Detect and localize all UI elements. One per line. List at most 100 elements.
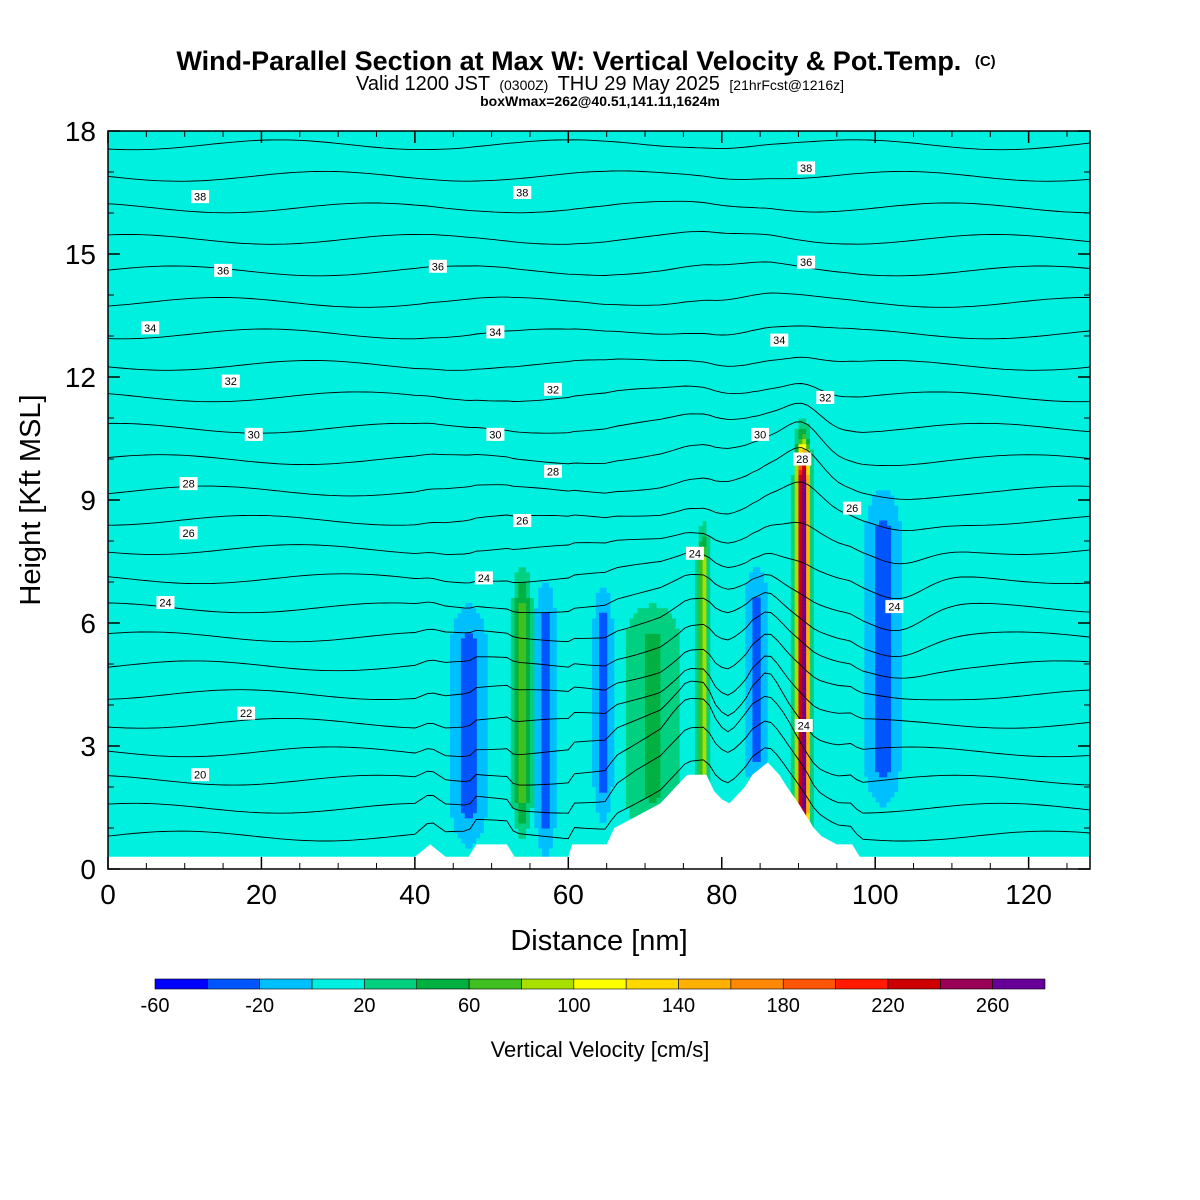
velocity-cell: [898, 505, 1090, 511]
velocity-cell: [108, 822, 454, 829]
colorbar-swatch: [154, 978, 208, 990]
velocity-cell: [902, 597, 1090, 604]
velocity-cell: [875, 623, 892, 629]
velocity-cell: [645, 699, 661, 706]
velocity-cell: [698, 612, 704, 619]
velocity-cell: [802, 643, 807, 650]
velocity-cell: [694, 658, 700, 665]
velocity-cell: [806, 505, 811, 511]
velocity-cell: [694, 694, 700, 701]
velocity-cell: [108, 254, 1090, 260]
velocity-cell: [518, 623, 527, 629]
velocity-cell: [710, 787, 750, 793]
velocity-cell: [514, 684, 520, 691]
velocity-cell: [813, 453, 1090, 460]
velocity-cell: [806, 561, 811, 568]
velocity-cell: [790, 515, 796, 522]
velocity-cell: [902, 648, 1090, 655]
velocity-cell: [518, 776, 527, 783]
velocity-cell: [902, 587, 1090, 593]
velocity-cell: [510, 787, 516, 793]
velocity-cell: [610, 787, 627, 793]
velocity-cell: [541, 664, 550, 670]
velocity-cell: [806, 679, 811, 686]
velocity-cell: [798, 602, 803, 609]
velocity-cell: [710, 653, 746, 660]
velocity-cell: [702, 597, 708, 604]
velocity-cell: [599, 761, 608, 768]
velocity-cell: [698, 725, 704, 732]
velocity-cell: [802, 433, 807, 440]
velocity-cell: [529, 735, 535, 742]
velocity-cell: [460, 756, 477, 762]
velocity-cell: [767, 715, 792, 721]
velocity-cell: [794, 617, 800, 624]
velocity-cell: [526, 699, 531, 706]
velocity-cell: [483, 822, 516, 829]
velocity-cell: [610, 797, 627, 803]
velocity-cell: [698, 705, 704, 711]
velocity-cell: [599, 684, 608, 691]
velocity-cell: [108, 474, 792, 481]
velocity-cell: [809, 566, 815, 573]
velocity-cell: [518, 679, 527, 686]
velocity-cell: [487, 761, 512, 768]
velocity-cell: [794, 694, 800, 701]
velocity-cell: [798, 792, 803, 798]
velocity-cell: [752, 643, 761, 650]
velocity-cell: [902, 684, 1090, 691]
velocity-cell: [798, 735, 803, 742]
velocity-cell: [806, 740, 811, 747]
velocity-cell: [518, 602, 527, 609]
contour-label-text: 38: [800, 163, 812, 175]
velocity-cell: [108, 223, 1090, 229]
velocity-cell: [790, 776, 796, 783]
velocity-cell: [898, 776, 1090, 783]
velocity-cell: [806, 674, 811, 680]
velocity-cell: [487, 679, 512, 686]
velocity-cell: [813, 571, 865, 578]
velocity-cell: [790, 500, 796, 506]
velocity-cell: [767, 740, 792, 747]
velocity-cell: [767, 643, 792, 650]
velocity-cell: [752, 725, 761, 732]
velocity-cell: [487, 658, 512, 665]
velocity-cell: [487, 766, 512, 773]
velocity-cell: [518, 725, 527, 732]
velocity-cell: [806, 612, 811, 619]
theta-contour: [108, 552, 1090, 600]
velocity-cell: [556, 781, 592, 788]
velocity-cell: [510, 684, 516, 691]
velocity-cell: [541, 766, 550, 773]
velocity-cell: [802, 679, 807, 686]
velocity-cell: [813, 807, 1090, 814]
velocity-cell: [902, 689, 1090, 696]
velocity-cell: [802, 710, 807, 716]
velocity-cell: [610, 807, 631, 814]
velocity-cell: [518, 828, 527, 834]
velocity-cell: [518, 592, 527, 598]
velocity-cell: [794, 776, 800, 783]
velocity-cell: [802, 735, 807, 742]
velocity-cell: [599, 705, 608, 711]
velocity-cell: [875, 751, 892, 757]
velocity-cell: [813, 715, 865, 721]
velocity-cell: [645, 664, 661, 670]
velocity-cell: [798, 628, 803, 634]
theta-contour: [108, 633, 1090, 701]
velocity-cell: [794, 628, 800, 634]
colorbar-tick-label: 220: [871, 995, 904, 1017]
velocity-cell: [806, 812, 811, 819]
velocity-cell: [541, 761, 550, 768]
velocity-cell: [794, 715, 800, 721]
velocity-cell: [694, 720, 700, 727]
velocity-cell: [556, 787, 596, 793]
velocity-cell: [809, 746, 815, 752]
velocity-cell: [809, 607, 815, 614]
velocity-cell: [813, 541, 865, 547]
velocity-cell: [809, 715, 815, 721]
velocity-cell: [556, 653, 592, 660]
velocity-cell: [898, 781, 1090, 788]
velocity-cell: [108, 131, 1090, 137]
contour-label-text: 26: [846, 503, 858, 515]
